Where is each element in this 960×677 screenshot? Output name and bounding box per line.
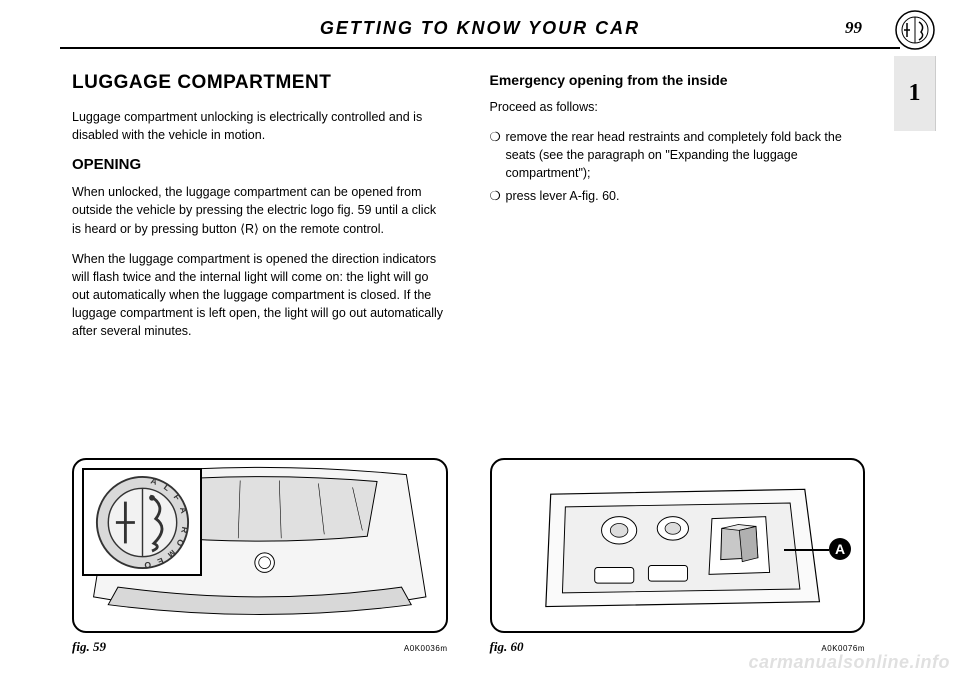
figure-label: fig. 59 bbox=[72, 639, 106, 655]
brand-logo-icon bbox=[895, 10, 935, 55]
latch-illustration bbox=[492, 460, 864, 631]
page-header: GETTING TO KNOW YOUR CAR 99 bbox=[0, 0, 960, 49]
chapter-tab-1[interactable]: 1 bbox=[894, 56, 936, 131]
figure-caption: fig. 59 A0K0036m bbox=[72, 639, 448, 655]
figure-59-frame: A L F A R O M E O bbox=[72, 458, 448, 633]
header-title: GETTING TO KNOW YOUR CAR bbox=[320, 18, 640, 38]
watermark-text: carmanualsonline.info bbox=[748, 652, 950, 673]
figures-row: A L F A R O M E O fig. 59 A0K0036m bbox=[72, 458, 865, 655]
figure-label: fig. 60 bbox=[490, 639, 524, 655]
body-text: When the luggage compartment is opened t… bbox=[72, 250, 448, 341]
page-number: 99 bbox=[845, 18, 862, 38]
list-item: press lever A-fig. 60. bbox=[490, 187, 866, 205]
figure-60: A fig. 60 A0K0076m bbox=[490, 458, 866, 655]
figure-60-frame: A bbox=[490, 458, 866, 633]
figure-59: A L F A R O M E O fig. 59 A0K0036m bbox=[72, 458, 448, 655]
column-right: Emergency opening from the inside Procee… bbox=[490, 72, 866, 352]
callout-leader-line bbox=[784, 549, 829, 551]
column-left: LUGGAGE COMPARTMENT Luggage compartment … bbox=[72, 72, 448, 352]
header-rule bbox=[60, 47, 900, 49]
callout-label: A bbox=[835, 541, 845, 557]
alfa-romeo-logo-icon: A L F A R O M E O bbox=[95, 475, 190, 570]
figure-code: A0K0036m bbox=[404, 644, 448, 653]
list-item: remove the rear head restraints and comp… bbox=[490, 128, 866, 182]
body-text: Luggage compartment unlocking is electri… bbox=[72, 108, 448, 144]
figure-59-inset: A L F A R O M E O bbox=[82, 468, 202, 576]
body-text: When unlocked, the luggage compartment c… bbox=[72, 183, 448, 237]
page-content: LUGGAGE COMPARTMENT Luggage compartment … bbox=[72, 72, 865, 352]
chapter-tabs: 1 bbox=[894, 56, 936, 131]
chapter-tab-label: 1 bbox=[909, 80, 921, 107]
bullet-list: remove the rear head restraints and comp… bbox=[490, 128, 866, 205]
body-text: Proceed as follows: bbox=[490, 98, 866, 116]
section-heading: LUGGAGE COMPARTMENT bbox=[72, 72, 448, 94]
subsection-heading: OPENING bbox=[72, 156, 448, 173]
subsection-heading: Emergency opening from the inside bbox=[490, 72, 866, 88]
callout-badge-a: A bbox=[829, 538, 851, 560]
